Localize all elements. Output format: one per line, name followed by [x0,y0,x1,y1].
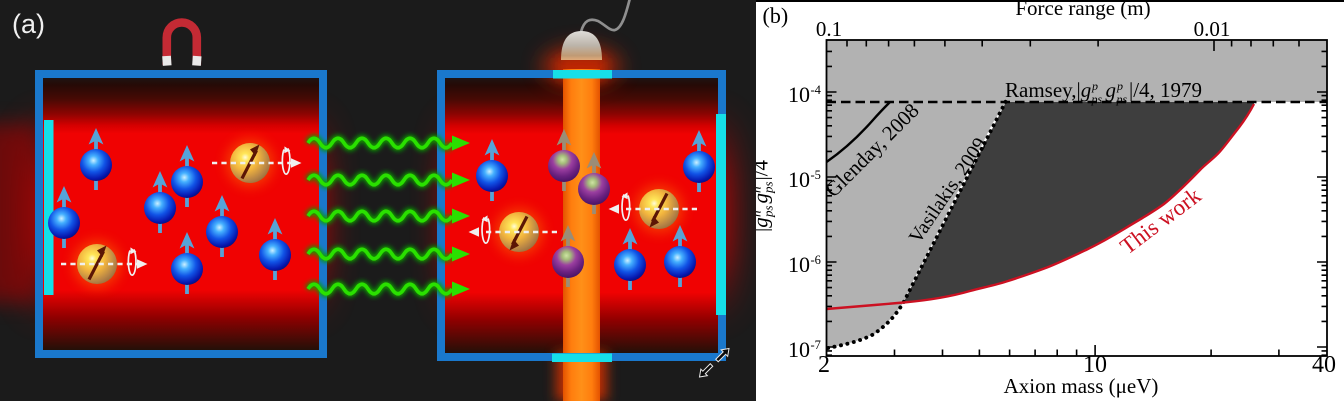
svg-text:(a): (a) [12,9,45,39]
svg-text:(b): (b) [763,3,789,28]
svg-text:|/4: |/4 [753,159,773,180]
svg-text:n: n [753,211,764,218]
svg-text:-6: -6 [811,253,821,267]
svg-text:ps: ps [761,181,776,194]
svg-text:-4: -4 [811,83,822,97]
svg-text:10: 10 [788,337,810,362]
svg-text:ps: ps [1091,92,1103,106]
svg-text:|/4, 1979: |/4, 1979 [1129,78,1202,102]
svg-text:10: 10 [788,252,810,277]
svg-text:Axion mass (μeV): Axion mass (μeV) [1004,374,1159,398]
svg-text:-7: -7 [811,338,821,352]
svg-text:ps: ps [1116,92,1128,106]
svg-text:2: 2 [818,352,830,378]
svg-text:|g: |g [753,217,773,232]
svg-text:g: g [1106,78,1117,102]
svg-text:10: 10 [788,82,810,107]
svg-text:ps: ps [761,205,776,218]
svg-text:p: p [1091,79,1098,93]
svg-text:Ramsey,|g: Ramsey,|g [1005,78,1091,102]
svg-text:0.01: 0.01 [1194,17,1231,41]
svg-text:0.1: 0.1 [816,17,842,41]
svg-text:10: 10 [788,167,810,192]
svg-text:10: 10 [1083,352,1107,378]
svg-text:p: p [1116,79,1123,93]
svg-text:40: 40 [1312,352,1336,378]
svg-text:-5: -5 [811,168,821,182]
svg-text:Force range (m): Force range (m) [1015,0,1150,20]
svg-text:n: n [753,187,764,194]
svg-text:g: g [753,193,773,204]
